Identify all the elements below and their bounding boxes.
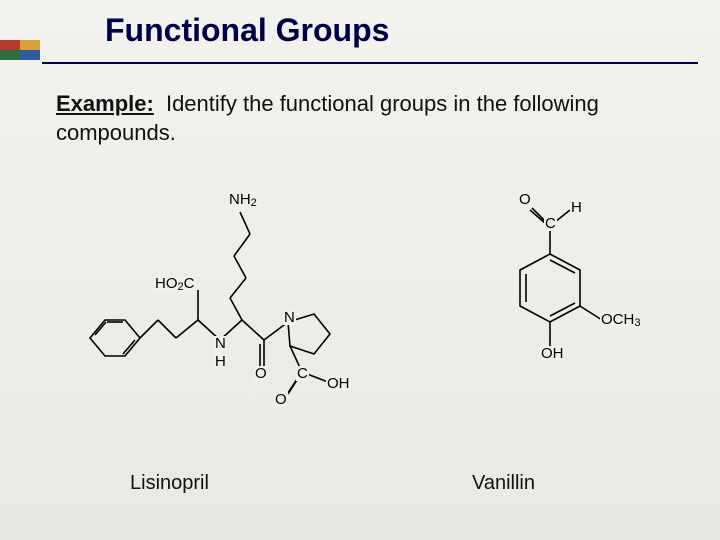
slide: Functional Groups Example: Identify the … xyxy=(0,0,720,540)
carboxyl-c-label: C xyxy=(296,366,309,381)
aldehyde-c-label: C xyxy=(544,216,557,231)
lisinopril-caption: Lisinopril xyxy=(130,472,209,495)
example-line: Example: Identify the functional groups … xyxy=(56,90,692,119)
structures-area: NH2 HO2C N H O N C O OH xyxy=(0,160,720,540)
proline-n-label: N xyxy=(283,310,296,325)
amine-h-label: H xyxy=(214,354,227,369)
nh2-label: NH2 xyxy=(228,192,258,209)
slide-title: Functional Groups xyxy=(105,12,389,49)
example-line-2: compounds. xyxy=(56,119,692,148)
example-label: Example: xyxy=(56,91,154,116)
aldehyde-o-label: O xyxy=(518,192,532,207)
aldehyde-h-label: H xyxy=(570,200,583,215)
accent-block xyxy=(0,40,40,60)
title-rule xyxy=(42,62,698,64)
lisinopril-structure: NH2 HO2C N H O N C O OH xyxy=(70,170,390,430)
carboxyl-oh-label: OH xyxy=(326,376,351,391)
amine-n-label: N xyxy=(214,336,227,351)
accent-cell xyxy=(20,50,40,60)
slide-body: Example: Identify the functional groups … xyxy=(56,90,692,147)
vanillin-caption: Vanillin xyxy=(472,472,535,495)
ether-o-label: OCH3 xyxy=(600,312,641,329)
example-text: Identify the functional groups in the fo… xyxy=(166,91,599,116)
vanillin-structure: O C H OCH3 OH xyxy=(450,180,650,430)
carboxyl-o-label: O xyxy=(274,392,288,407)
amide-o-label: O xyxy=(254,366,268,381)
accent-cell xyxy=(0,40,20,50)
accent-cell xyxy=(0,50,20,60)
ho2c-label: HO2C xyxy=(154,276,195,293)
accent-cell xyxy=(20,40,40,50)
phenol-oh-label: OH xyxy=(540,346,565,361)
